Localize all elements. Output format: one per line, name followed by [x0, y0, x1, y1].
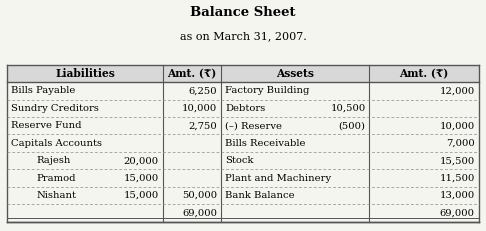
Text: Plant and Machinery: Plant and Machinery — [225, 174, 331, 183]
Text: Amt. (₹): Amt. (₹) — [167, 68, 217, 79]
Text: Assets: Assets — [277, 68, 314, 79]
Text: 13,000: 13,000 — [439, 191, 475, 200]
Text: Factory Building: Factory Building — [225, 86, 310, 95]
Text: Liabilities: Liabilities — [55, 68, 115, 79]
Text: Nishant: Nishant — [36, 191, 76, 200]
Text: as on March 31, 2007.: as on March 31, 2007. — [180, 31, 306, 41]
Text: (500): (500) — [338, 121, 365, 130]
Text: 2,750: 2,750 — [189, 121, 217, 130]
Text: Bank Balance: Bank Balance — [225, 191, 295, 200]
Text: Stock: Stock — [225, 156, 254, 165]
Text: Amt. (₹): Amt. (₹) — [399, 68, 449, 79]
Text: Balance Sheet: Balance Sheet — [190, 6, 296, 19]
Text: 6,250: 6,250 — [189, 86, 217, 95]
Text: 69,000: 69,000 — [182, 209, 217, 218]
Text: Bills Receivable: Bills Receivable — [225, 139, 306, 148]
Text: 15,000: 15,000 — [123, 191, 159, 200]
Text: Sundry Creditors: Sundry Creditors — [11, 104, 99, 113]
Text: Debtors: Debtors — [225, 104, 265, 113]
Text: 10,000: 10,000 — [182, 104, 217, 113]
Text: 15,000: 15,000 — [123, 174, 159, 183]
Text: Bills Payable: Bills Payable — [11, 86, 75, 95]
Text: 12,000: 12,000 — [439, 86, 475, 95]
Text: 10,000: 10,000 — [439, 121, 475, 130]
Text: Rajesh: Rajesh — [36, 156, 71, 165]
Text: Reserve Fund: Reserve Fund — [11, 121, 82, 130]
Text: 50,000: 50,000 — [182, 191, 217, 200]
Text: 20,000: 20,000 — [124, 156, 159, 165]
Bar — [7, 65, 479, 82]
Text: 11,500: 11,500 — [439, 174, 475, 183]
Text: Capitals Accounts: Capitals Accounts — [11, 139, 102, 148]
Text: (–) Reserve: (–) Reserve — [225, 121, 282, 130]
Text: 69,000: 69,000 — [440, 209, 475, 218]
Text: 10,500: 10,500 — [330, 104, 365, 113]
Text: 15,500: 15,500 — [439, 156, 475, 165]
Text: 7,000: 7,000 — [446, 139, 475, 148]
Text: Pramod: Pramod — [36, 174, 76, 183]
